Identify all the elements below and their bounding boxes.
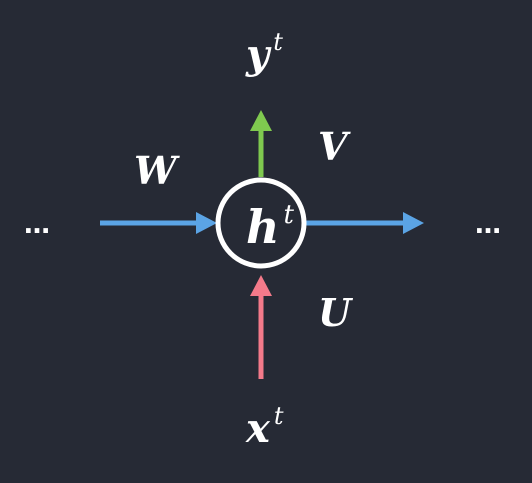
outgoing-recurrent-arrow (306, 212, 424, 234)
hidden-state-node (215, 177, 307, 269)
output-base: y (245, 31, 272, 78)
output-arrow (250, 110, 272, 177)
incoming-recurrent-arrow (100, 212, 217, 234)
output-arrow-head (250, 110, 272, 131)
input-base: x (245, 405, 271, 452)
hidden-state-label: h t (246, 200, 294, 254)
outgoing-arrow-head (403, 212, 424, 234)
weight-label-recurrent: W (134, 148, 180, 193)
ellipsis-right: … (475, 210, 501, 240)
weight-label-input: U (318, 290, 354, 335)
output-label: y t (245, 28, 283, 78)
input-arrow (250, 275, 272, 379)
input-superscript: t (274, 402, 284, 430)
hidden-state-base: h (246, 200, 279, 254)
weight-label-output: V (318, 124, 351, 169)
output-superscript: t (273, 28, 283, 56)
ellipsis-left: … (24, 210, 50, 240)
incoming-arrow-head (196, 212, 217, 234)
input-arrow-head (250, 275, 272, 296)
input-label: x t (245, 402, 284, 452)
hidden-state-superscript: t (283, 200, 294, 230)
